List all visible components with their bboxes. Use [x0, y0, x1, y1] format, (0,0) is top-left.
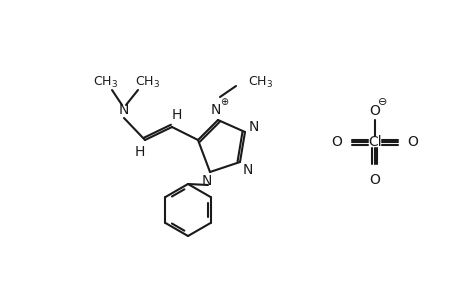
Text: CH$_3$: CH$_3$ — [135, 74, 160, 90]
Text: CH$_3$: CH$_3$ — [93, 74, 118, 90]
Text: N: N — [248, 120, 258, 134]
Text: H: H — [134, 145, 145, 159]
Text: O: O — [407, 135, 418, 149]
Text: ⊖: ⊖ — [377, 97, 387, 107]
Text: N: N — [242, 163, 252, 177]
Text: O: O — [369, 104, 380, 118]
Text: ⊕: ⊕ — [219, 97, 228, 107]
Text: O: O — [331, 135, 341, 149]
Text: O: O — [369, 173, 380, 187]
Text: CH$_3$: CH$_3$ — [247, 74, 273, 90]
Text: H: H — [172, 108, 182, 122]
Text: N: N — [210, 103, 221, 117]
Text: N: N — [118, 103, 129, 117]
Text: N: N — [202, 174, 212, 188]
Text: Cl: Cl — [367, 135, 381, 149]
